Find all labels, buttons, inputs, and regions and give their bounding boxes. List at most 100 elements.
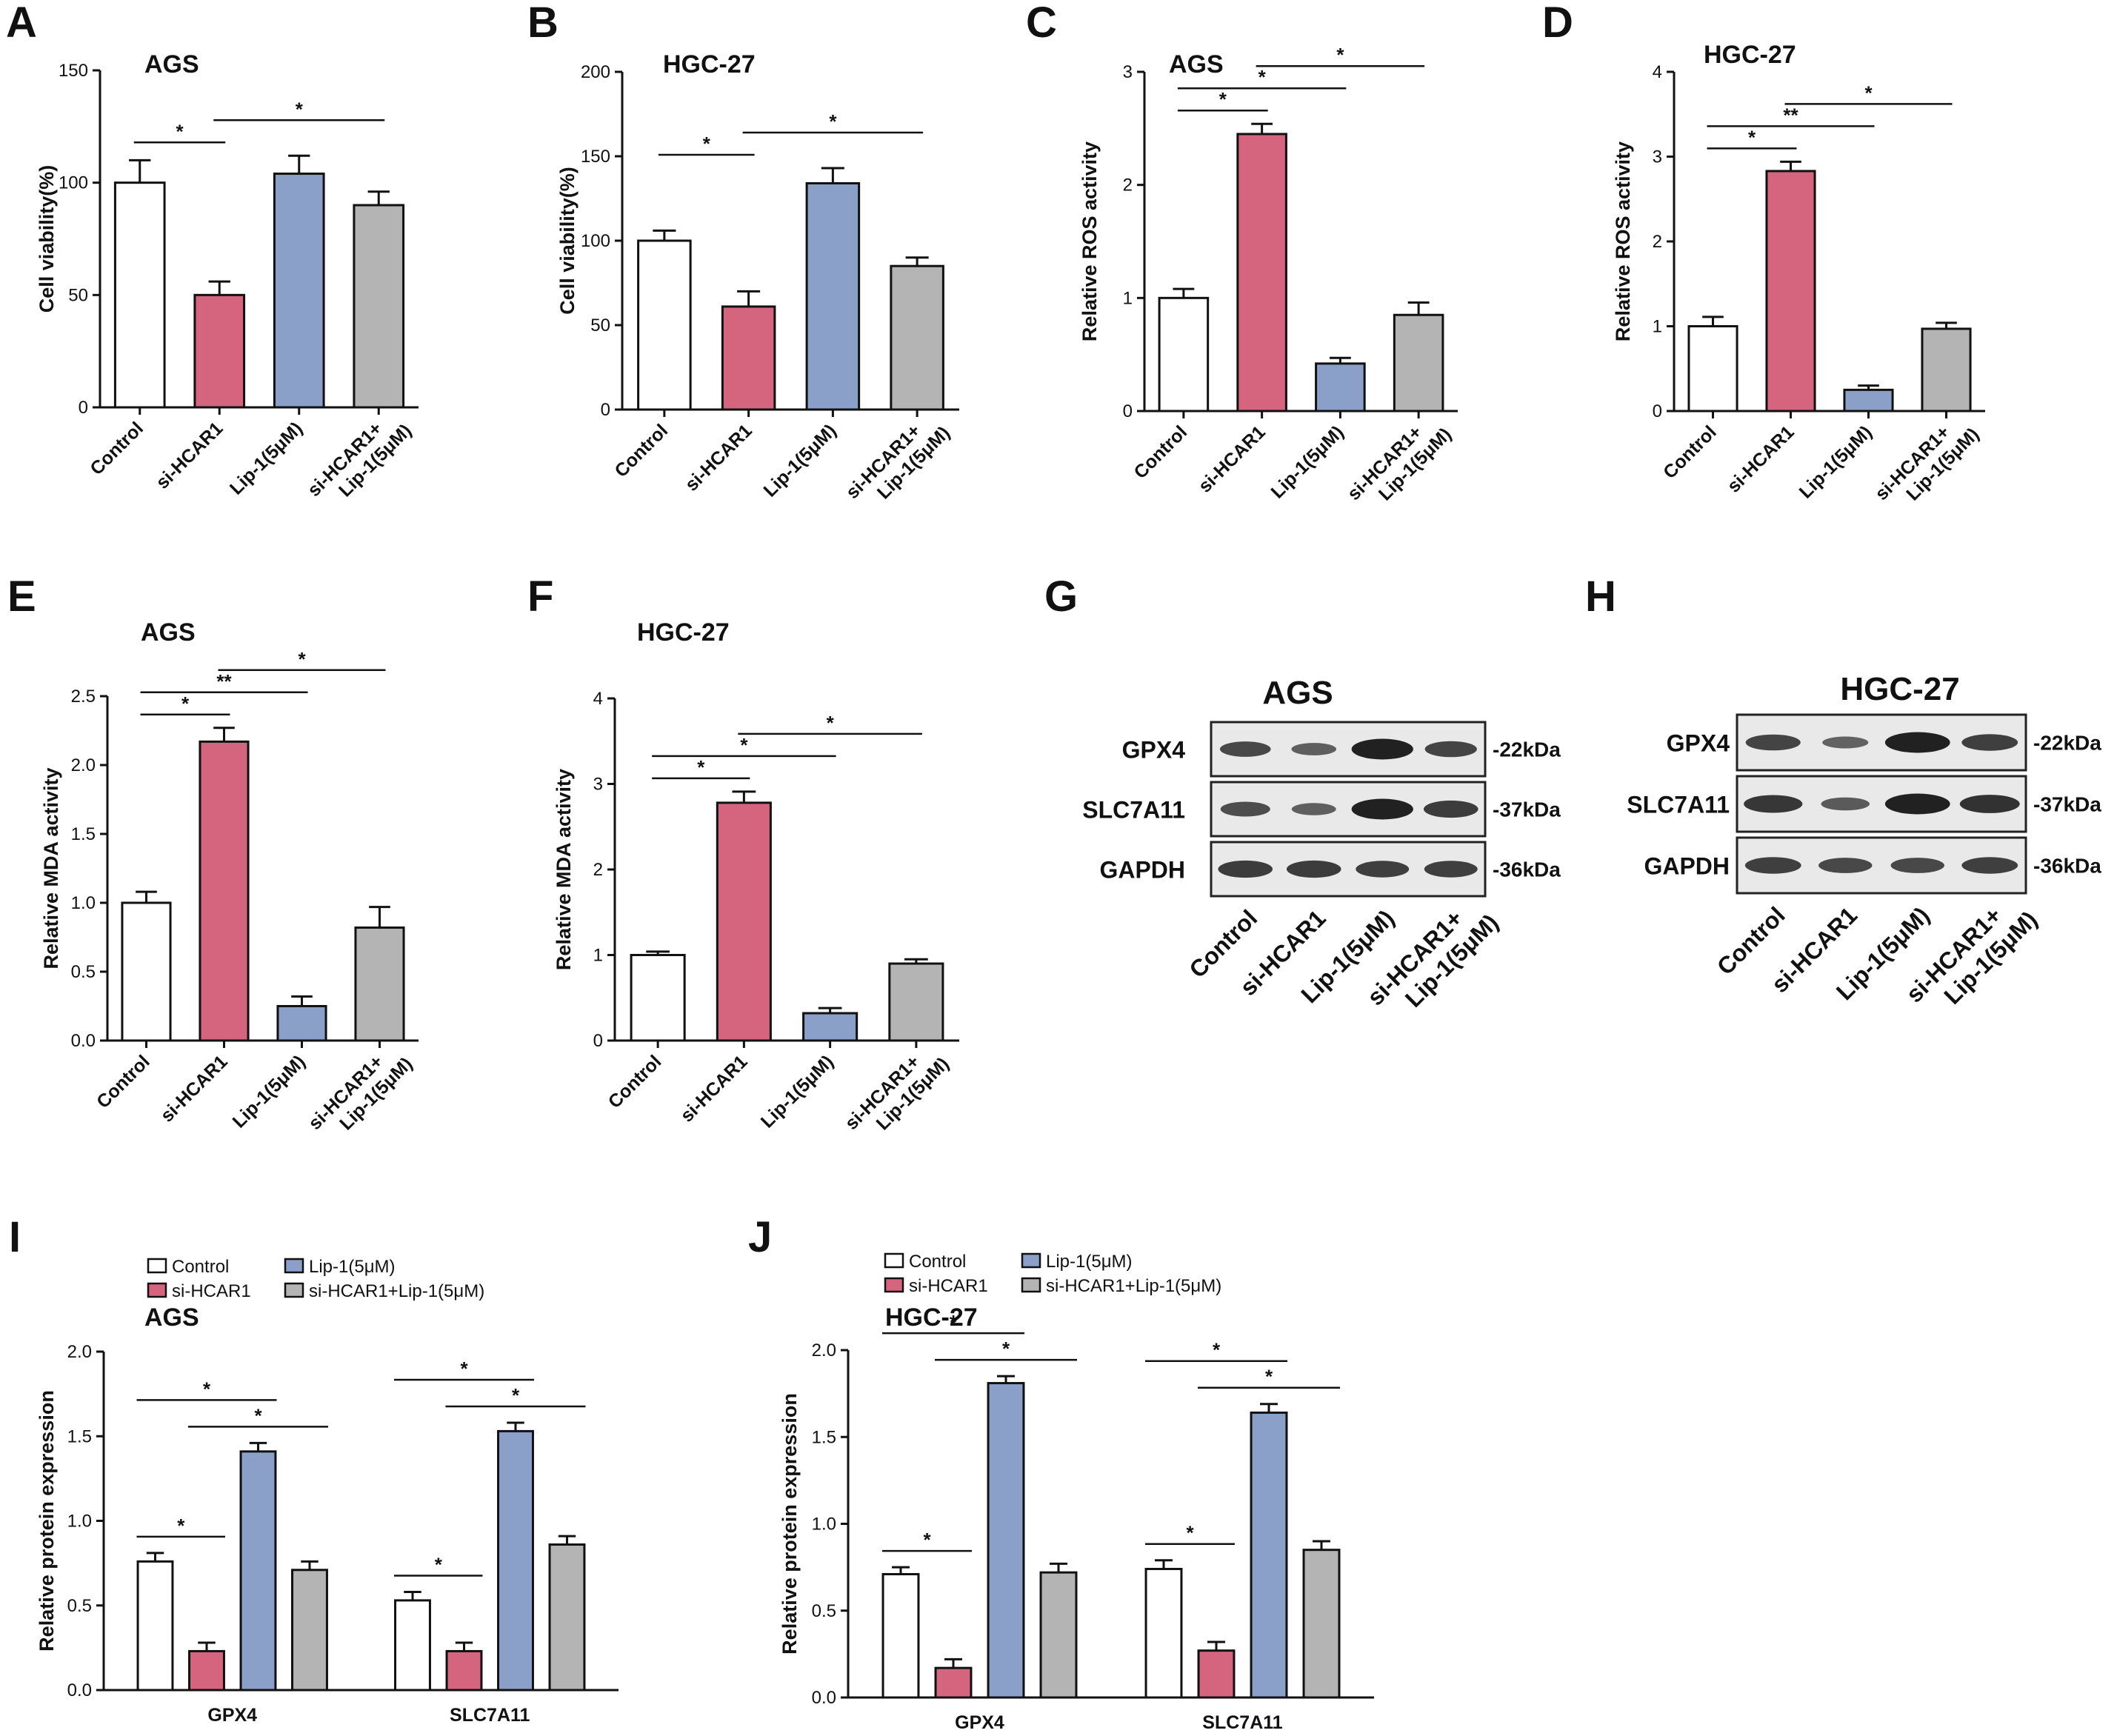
significance-star: * xyxy=(1864,81,1873,104)
blot-protein-label: SLC7A11 xyxy=(1082,797,1185,824)
blot-protein-label: GPX4 xyxy=(1122,737,1186,764)
blot-protein-label: SLC7A11 xyxy=(1627,792,1730,818)
blot-band xyxy=(1351,798,1413,820)
panel-title: HGC-27 xyxy=(637,618,730,647)
blot-band xyxy=(1890,858,1944,873)
category-label-line: Control xyxy=(86,418,147,479)
y-axis-label: Relative protein expression xyxy=(36,1390,58,1652)
y-tick-label: 0.5 xyxy=(67,1596,92,1616)
category-label: Lip-1(5μM) xyxy=(229,1051,310,1132)
category-label: si-HCAR1 xyxy=(156,1051,231,1126)
category-label-line: Lip-1(5μM) xyxy=(1267,421,1347,502)
panel-I: I AGS Control si-HCAR1 Lip-1(5μM) si-HCAR1+Li… xyxy=(9,1213,619,1726)
bar xyxy=(1039,1571,1078,1699)
blot-band xyxy=(1821,797,1870,811)
significance-star: ** xyxy=(1783,104,1798,126)
legend-swatch xyxy=(284,1282,304,1298)
y-tick-label: 0.0 xyxy=(812,1688,836,1708)
blot-title: AGS xyxy=(1262,675,1333,711)
significance-star: * xyxy=(950,1311,958,1333)
bar xyxy=(890,264,944,411)
legend-swatch xyxy=(1021,1252,1041,1269)
y-tick-label: 1.0 xyxy=(67,1512,92,1532)
bar xyxy=(637,239,692,411)
blot-size-label: -37kDa xyxy=(1493,798,1561,821)
panel-label: G xyxy=(1044,572,1078,621)
bar xyxy=(987,1382,1025,1699)
y-tick-label: 100 xyxy=(59,173,88,193)
blot-size-label: -36kDa xyxy=(2033,855,2101,878)
bar xyxy=(1250,1411,1288,1699)
bar xyxy=(193,293,246,409)
bar xyxy=(802,1012,859,1042)
significance-star: * xyxy=(460,1358,468,1380)
bar xyxy=(934,1666,973,1699)
bar xyxy=(721,305,776,411)
category-label: si-HCAR1+Lip-1(5μM) xyxy=(1871,408,1983,520)
category-label-line: Lip-1(5μM) xyxy=(229,1051,310,1132)
bar xyxy=(1144,1567,1183,1699)
panel-label: I xyxy=(9,1213,21,1261)
bar xyxy=(188,1649,225,1692)
category-label-line: si-HCAR1 xyxy=(152,418,227,493)
y-tick-label: 0.5 xyxy=(812,1601,836,1621)
legend-swatch xyxy=(1021,1277,1041,1293)
category-label: Lip-1(5μM) xyxy=(226,418,307,498)
category-label-line: Lip-1(5μM) xyxy=(226,418,307,498)
y-tick-label: 50 xyxy=(68,285,88,305)
y-tick-label: 0.0 xyxy=(71,1031,96,1051)
panel-title: AGS xyxy=(144,1303,199,1332)
legend-label: si-HCAR1+Lip-1(5μM) xyxy=(309,1281,484,1301)
y-tick-label: 1 xyxy=(593,946,603,966)
y-tick-label: 0 xyxy=(601,400,610,420)
bar xyxy=(1197,1649,1236,1699)
significance-star: * xyxy=(1336,44,1344,66)
category-label-line: si-HCAR1 xyxy=(156,1051,231,1126)
y-tick-label: 1.0 xyxy=(812,1515,836,1535)
category-label: si-HCAR1 xyxy=(152,418,227,493)
blot-size-label: -22kDa xyxy=(1493,738,1561,761)
panel-label: F xyxy=(527,572,553,621)
category-label: Lip-1(5μM) xyxy=(757,1051,838,1132)
category-label: Control xyxy=(93,1051,154,1112)
bar xyxy=(630,954,686,1042)
category-label: Control xyxy=(610,420,672,481)
bar xyxy=(1315,362,1366,413)
y-tick-label: 2.5 xyxy=(71,687,96,707)
category-label: SLC7A11 xyxy=(450,1705,530,1726)
legend-swatch xyxy=(884,1252,904,1269)
bar xyxy=(199,740,250,1042)
category-label: si-HCAR1+Lip-1(5μM) xyxy=(304,404,416,516)
bar xyxy=(1158,296,1210,413)
blot-band xyxy=(1291,743,1337,755)
panel-label: B xyxy=(527,0,559,47)
y-tick-label: 2.0 xyxy=(67,1342,92,1362)
bar xyxy=(881,1573,920,1699)
category-label-line: si-HCAR1 xyxy=(681,420,756,495)
significance-star: * xyxy=(1748,126,1756,148)
y-tick-label: 3 xyxy=(1653,147,1662,167)
bar xyxy=(291,1569,328,1692)
blot-protein-label: GAPDH xyxy=(1644,853,1730,880)
legend-swatch xyxy=(284,1258,304,1274)
y-tick-label: 0.0 xyxy=(67,1680,92,1700)
blot-lane-label: si-HCAR1+Lip-1(5μM) xyxy=(1901,886,2042,1027)
significance-star: * xyxy=(1186,1522,1194,1544)
bar xyxy=(1302,1549,1341,1699)
legend-label: si-HCAR1 xyxy=(909,1276,988,1296)
legend-label: Control xyxy=(172,1257,229,1277)
category-label: si-HCAR1+Lip-1(5μM) xyxy=(1344,408,1456,520)
blot-band xyxy=(1218,860,1273,878)
blot-band xyxy=(1961,734,2018,751)
category-label: si-HCAR1 xyxy=(1723,421,1798,496)
bar xyxy=(113,181,166,409)
panel-B: B HGC-27 0 50 100 150 200 Cell viability(%) Cont… xyxy=(527,0,959,503)
legend-label: Lip-1(5μM) xyxy=(309,1257,396,1277)
bar xyxy=(121,901,172,1042)
panel-title: HGC-27 xyxy=(885,1303,978,1332)
bar xyxy=(394,1599,431,1692)
bar xyxy=(273,173,325,409)
y-axis-label: Relative MDA activity xyxy=(553,769,575,970)
blot-band xyxy=(1291,803,1336,815)
significance-star: * xyxy=(512,1384,520,1406)
